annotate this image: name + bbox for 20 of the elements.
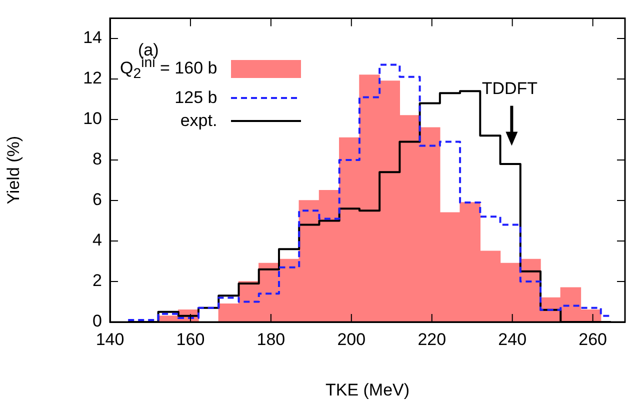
y-tick-label: 6 <box>92 190 102 210</box>
x-axis-title: TKE (MeV) <box>325 380 410 400</box>
x-tick-label: 240 <box>498 330 527 349</box>
x-tick-label: 200 <box>337 330 366 349</box>
y-tick-label: 0 <box>92 312 102 331</box>
y-tick-label: 8 <box>92 150 102 169</box>
y-tick-label: 4 <box>92 230 102 250</box>
legend-label: expt. <box>180 110 218 132</box>
legend-label: 125 b <box>174 87 218 110</box>
y-tick-label: 14 <box>83 28 102 48</box>
x-tick-label: 140 <box>96 330 124 349</box>
y-tick-label: 12 <box>83 68 102 88</box>
y-tick-label: 2 <box>92 271 102 290</box>
y-tick-label: 10 <box>83 109 102 128</box>
annotation: TDDFT <box>482 78 538 98</box>
x-tick-label: 220 <box>418 330 446 349</box>
x-tick-label: 160 <box>176 330 205 349</box>
x-tick-label: 260 <box>578 330 607 349</box>
x-tick-label: 180 <box>256 330 286 349</box>
y-axis-title: Yield (%) <box>4 136 23 204</box>
